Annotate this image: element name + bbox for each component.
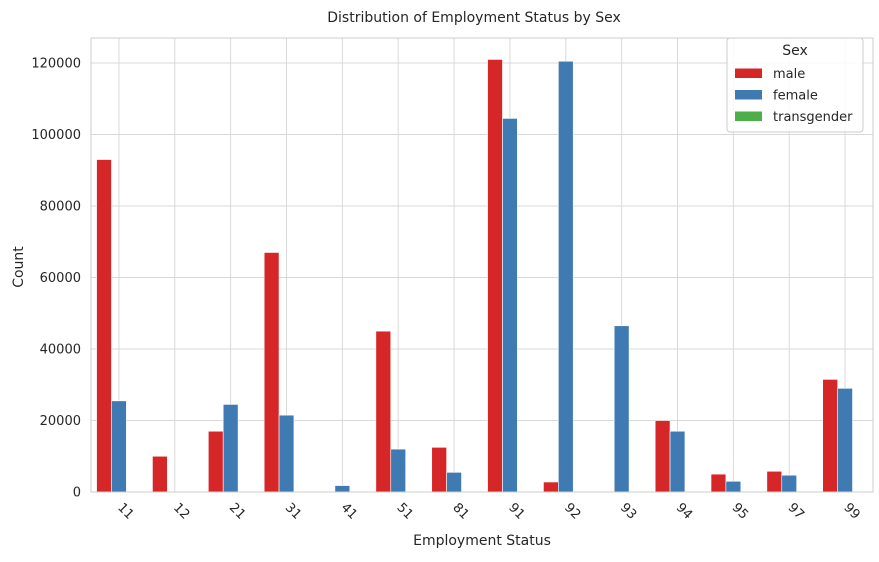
x-tick-label: 81 [449,500,471,522]
x-axis-label: Employment Status [413,533,551,549]
legend-label-transgender: transgender [773,110,853,125]
bar-female-91 [502,118,518,493]
x-tick-label: 91 [505,500,527,522]
legend-swatch-female [735,90,762,100]
legend-box [726,37,864,133]
x-tick-label: 21 [226,500,248,522]
bar-male-95 [710,473,727,493]
x-tick-label: 12 [170,500,192,522]
x-tick-label: 51 [394,500,416,522]
bar-female-11 [111,400,127,493]
grid-lines [91,38,873,493]
x-tick-label: 11 [114,500,136,522]
bar-female-99 [837,388,853,493]
legend-label-male: male [773,67,805,82]
legend-title: Sex [782,43,808,59]
bar-female-81 [446,472,462,493]
bar-male-97 [766,470,783,493]
x-tick-labels: 11 12 21 31 41 51 81 91 92 93 94 95 97 99 [114,500,862,522]
y-tick-label: 0 [73,486,81,501]
y-tick-label: 120000 [31,57,81,72]
bar-male-51 [375,330,392,493]
bar-male-94 [654,420,671,493]
y-tick-label: 60000 [40,271,81,286]
bar-female-41 [334,485,351,493]
bar-female-21 [222,404,239,493]
bar-male-99 [822,379,838,493]
x-tick-label: 94 [673,500,695,522]
x-tick-label: 41 [338,500,360,522]
y-tick-labels: 0 20000 40000 60000 80000 100000 120000 [31,57,81,501]
legend-label-female: female [773,89,818,104]
x-tick-label: 93 [617,500,639,522]
bar-female-97 [781,474,797,493]
chart-title: Distribution of Employment Status by Sex [327,10,620,26]
bar-female-31 [278,414,295,493]
bar-female-94 [669,430,686,493]
bar-male-91 [487,59,503,493]
bar-female-51 [390,448,406,493]
x-tick-label: 92 [561,500,583,522]
bar-male-11 [96,159,112,493]
x-tick-label: 99 [840,500,862,522]
x-tick-label: 95 [729,500,751,522]
legend: Sex male female transgender [726,37,864,133]
legend-swatch-male [735,68,762,78]
plot-frame [90,37,874,493]
y-tick-label: 40000 [40,343,81,358]
legend-swatch-transgender [735,111,762,121]
bar-male-21 [208,430,224,493]
y-tick-label: 80000 [40,200,81,215]
bar-male-31 [263,252,280,493]
bars [96,59,853,493]
x-tick-label: 97 [785,500,807,522]
bar-female-92 [558,60,574,493]
x-tick-label: 31 [282,500,304,522]
bar-female-93 [613,325,630,493]
bar-male-81 [431,447,447,493]
y-axis-label: Count [11,246,27,288]
bar-female-95 [725,480,742,493]
bar-male-92 [543,481,559,493]
y-tick-label: 100000 [31,128,81,143]
y-tick-label: 20000 [40,414,81,429]
bar-male-12 [152,455,168,493]
